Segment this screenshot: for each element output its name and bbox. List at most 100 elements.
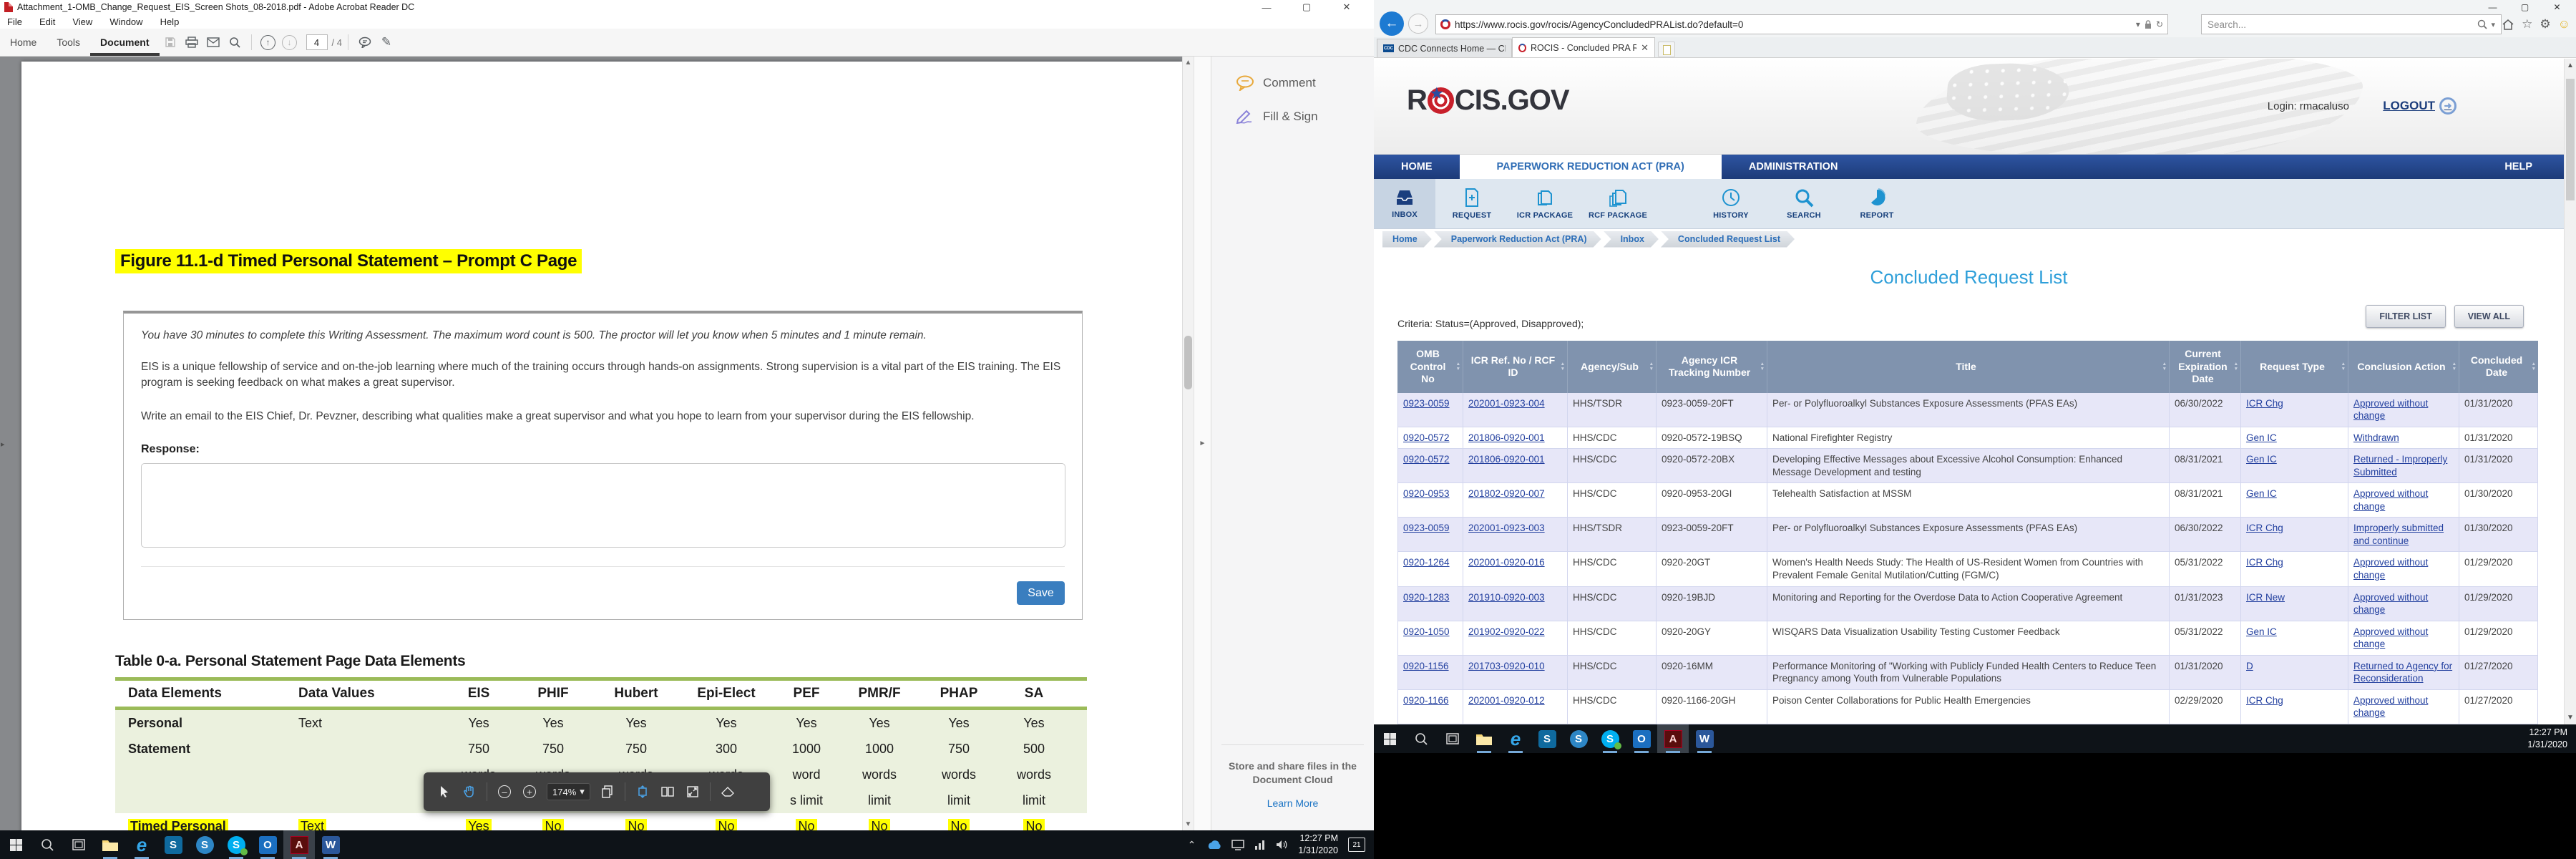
comment-tool[interactable]: Comment	[1236, 75, 1374, 91]
sort-icon[interactable]: ▲ ▼	[1649, 361, 1654, 372]
volume-icon[interactable]	[1276, 840, 1288, 850]
table-link[interactable]: ICR Chg	[2246, 523, 2283, 534]
scrollbar-thumb[interactable]	[1184, 336, 1192, 389]
action-center-icon[interactable]: 21	[1348, 838, 1365, 852]
sort-icon[interactable]: ▲ ▼	[2233, 361, 2238, 372]
table-link[interactable]: 201802-0920-007	[1468, 488, 1545, 500]
table-link[interactable]: Approved without change	[2353, 626, 2429, 650]
tab-close-icon[interactable]: ✕	[1641, 42, 1649, 53]
column-header[interactable]: OMB Control No ▲ ▼	[1397, 341, 1463, 393]
sort-icon[interactable]: ▲ ▼	[2531, 361, 2536, 372]
table-link[interactable]: Approved without change	[2353, 557, 2429, 581]
tool-search[interactable]: SEARCH	[1767, 179, 1840, 228]
table-link[interactable]: 0920-0572	[1403, 432, 1450, 443]
network-icon[interactable]	[1254, 840, 1266, 850]
maximize-button[interactable]: ▢	[2520, 2, 2529, 12]
tool-history[interactable]: HISTORY	[1694, 179, 1767, 228]
sort-icon[interactable]: ▲ ▼	[1760, 361, 1765, 372]
menu-file[interactable]: File	[7, 16, 22, 27]
onedrive-icon[interactable]	[1206, 840, 1221, 850]
page-number-input[interactable]: 4	[306, 34, 328, 50]
column-header[interactable]: Title ▲ ▼	[1767, 341, 2170, 393]
breadcrumb-inbox[interactable]: Inbox	[1604, 231, 1659, 248]
table-link[interactable]: 0920-1264	[1403, 557, 1450, 568]
table-link[interactable]: 201806-0920-001	[1468, 432, 1545, 443]
search-placeholder[interactable]: Search...	[2207, 19, 2247, 30]
column-header[interactable]: Request Type ▲ ▼	[2241, 341, 2348, 393]
ie-icon[interactable]: e	[126, 830, 157, 859]
fullscreen-icon[interactable]	[685, 784, 701, 800]
scroll-up-icon[interactable]: ▲	[1184, 59, 1192, 67]
column-header[interactable]: Agency/Sub ▲ ▼	[1568, 341, 1657, 393]
new-tab-button[interactable]	[1658, 42, 1675, 57]
taskbar-search-icon[interactable]	[1405, 724, 1437, 753]
table-link[interactable]: Approved without change	[2353, 488, 2429, 512]
previous-page-icon[interactable]: ↑	[258, 33, 279, 52]
filter-list-button[interactable]: FILTER LIST	[2366, 305, 2446, 328]
ie-icon[interactable]: e	[1500, 724, 1531, 753]
scrollbar-thumb[interactable]	[2566, 79, 2575, 200]
favorites-star-icon[interactable]: ☆	[2522, 17, 2533, 31]
breadcrumb-pra[interactable]: Paperwork Reduction Act (PRA)	[1434, 231, 1601, 248]
print-icon[interactable]	[181, 33, 203, 52]
menu-view[interactable]: View	[72, 16, 93, 27]
nav-home[interactable]: HOME	[1401, 161, 1433, 173]
search-caret-icon[interactable]: ▾	[2491, 20, 2495, 29]
outlook-icon[interactable]: O	[1626, 724, 1657, 753]
sort-icon[interactable]: ▲ ▼	[2341, 361, 2346, 372]
sharepoint-icon[interactable]: S	[1531, 724, 1563, 753]
table-link[interactable]: 0920-1156	[1403, 660, 1449, 671]
column-header[interactable]: Current Expiration Date ▲ ▼	[2170, 341, 2241, 393]
logout-link[interactable]: LOGOUT ➜	[2383, 97, 2457, 115]
zoom-level-dropdown[interactable]: 174% ▾	[547, 783, 590, 800]
page-copy-icon[interactable]	[600, 784, 615, 800]
tray-chevron-icon[interactable]: ⌃	[1187, 838, 1196, 850]
browser-scrollbar[interactable]: ▲ ▼	[2564, 59, 2576, 724]
smiley-feedback-icon[interactable]: ☺	[2557, 17, 2570, 31]
sort-icon[interactable]: ▲ ▼	[1560, 361, 1565, 372]
search-icon[interactable]	[224, 33, 245, 52]
table-link[interactable]: 202001-0920-012	[1468, 694, 1545, 706]
table-link[interactable]: ICR Chg	[2246, 557, 2283, 568]
ruler-icon[interactable]	[720, 784, 736, 800]
autocomplete-caret-icon[interactable]: ▾	[2135, 19, 2140, 29]
file-explorer-icon[interactable]	[1468, 724, 1500, 753]
acrobat-taskbar-icon[interactable]: A	[283, 830, 315, 859]
menu-edit[interactable]: Edit	[39, 16, 56, 27]
table-link[interactable]: 0923-0059	[1403, 523, 1450, 534]
table-link[interactable]: 0920-1166	[1403, 694, 1449, 706]
table-link[interactable]: ICR New	[2246, 591, 2285, 603]
table-link[interactable]: Gen IC	[2246, 626, 2277, 637]
table-link[interactable]: 0920-1050	[1403, 626, 1450, 637]
taskbar-search-icon[interactable]	[31, 830, 63, 859]
skype-icon[interactable]: S	[220, 830, 252, 859]
sharepoint2-icon[interactable]: S	[1563, 724, 1594, 753]
start-button[interactable]	[1374, 724, 1405, 753]
forward-button[interactable]: →	[1408, 14, 1428, 34]
sort-icon[interactable]: ▲ ▼	[2451, 361, 2457, 372]
column-header[interactable]: Agency ICR Tracking Number ▲ ▼	[1657, 341, 1767, 393]
nav-help[interactable]: HELP	[2504, 161, 2532, 173]
acrobat-taskbar-icon[interactable]: A	[1657, 724, 1689, 753]
table-link[interactable]: ICR Chg	[2246, 694, 2283, 706]
search-box[interactable]: Search... ▾	[2201, 14, 2502, 34]
sharepoint-icon[interactable]: S	[157, 830, 189, 859]
tool-icr-package[interactable]: ICR PACKAGE	[1508, 179, 1581, 228]
minimize-button[interactable]: —	[1262, 1, 1272, 13]
table-link[interactable]: Withdrawn	[2353, 432, 2399, 443]
column-header[interactable]: ICR Ref. No / RCF ID ▲ ▼	[1463, 341, 1568, 393]
table-link[interactable]: 0923-0059	[1403, 397, 1450, 409]
sort-icon[interactable]: ▲ ▼	[1455, 361, 1460, 372]
comment-bubble-icon[interactable]	[354, 33, 376, 52]
word-icon[interactable]: W	[1689, 724, 1720, 753]
learn-more-link[interactable]: Learn More	[1267, 797, 1319, 809]
column-header[interactable]: Conclusion Action ▲ ▼	[2348, 341, 2459, 393]
word-icon[interactable]: W	[315, 830, 346, 859]
start-button[interactable]	[0, 830, 31, 859]
table-link[interactable]: 0920-0953	[1403, 488, 1450, 500]
email-icon[interactable]	[203, 33, 224, 52]
pdf-vertical-scrollbar[interactable]: ▲ ▼	[1182, 57, 1194, 830]
tab-rocis[interactable]: ROCIS - Concluded PRA Re... ✕	[1512, 37, 1655, 57]
panel-collapse-strip[interactable]: ►	[1194, 57, 1211, 830]
table-link[interactable]: D	[2246, 660, 2253, 671]
